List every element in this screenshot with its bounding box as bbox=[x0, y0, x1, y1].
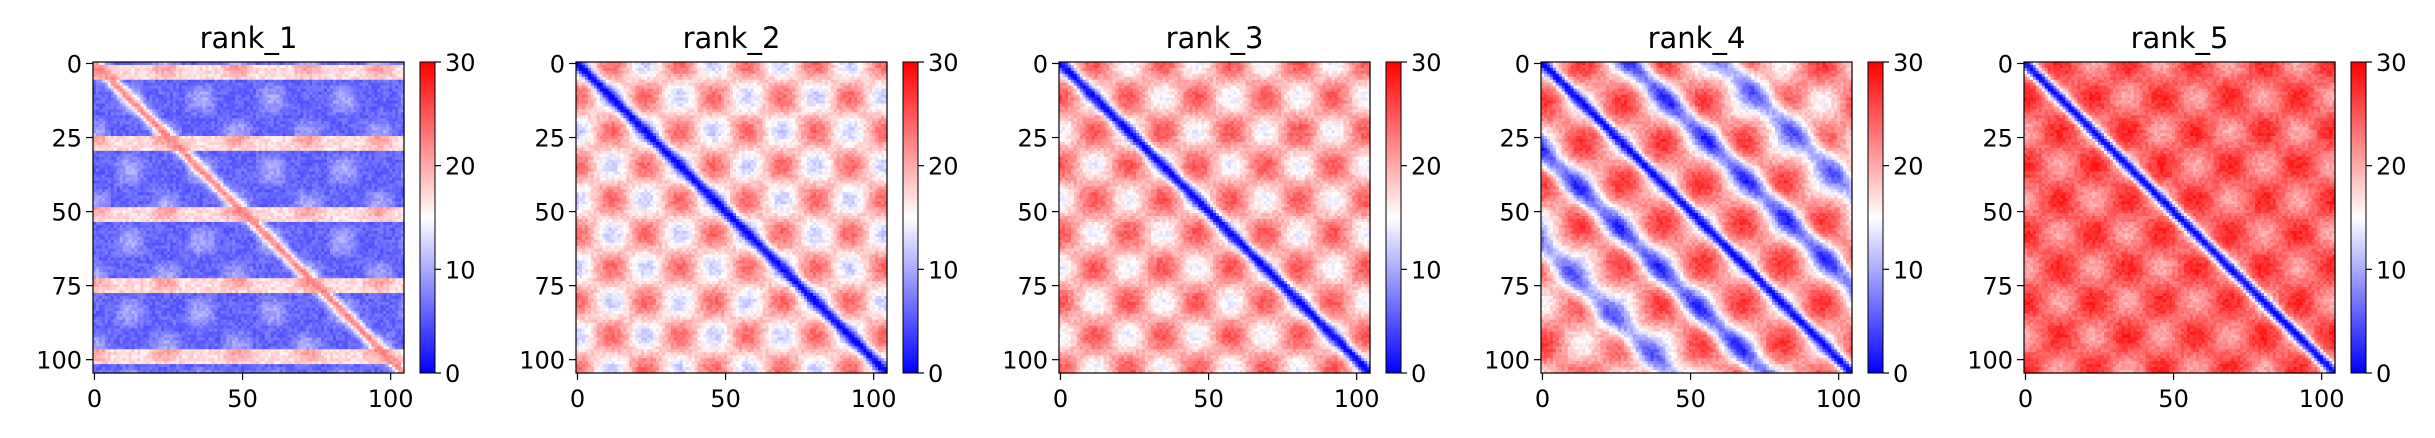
heatmap-cells bbox=[93, 62, 405, 374]
